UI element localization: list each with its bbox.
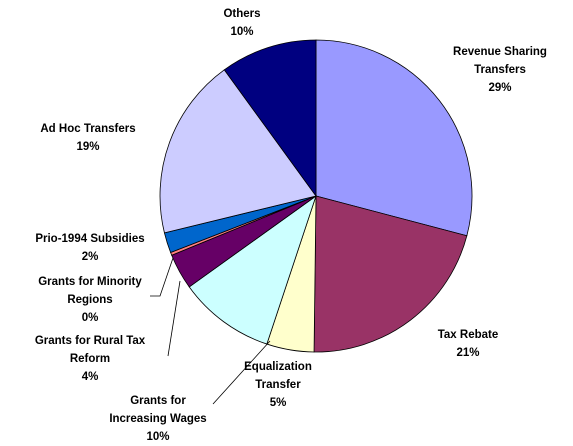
slice-label-4: Grants for Increasing Wages 10% [109,395,206,443]
slice-label-line: Revenue Sharing [453,46,547,58]
slice-percent: 5% [270,397,287,409]
pie-slice-4 [188,194,317,345]
slice-percent: 29% [488,82,511,94]
pie-slice-1 [315,39,473,237]
slice-percent: 10% [146,431,169,443]
slice-label-line: Grants for [130,395,186,407]
leader-line-4 [212,340,271,405]
slice-label-line: Grants for Minority [38,276,142,288]
slice-label-3: Equalization Transfer 5% [244,361,312,409]
slice-label-7: Prio-1994 Subsidies 2% [35,233,144,263]
slice-label-2: Tax Rebate 21% [438,329,499,359]
leader-lines [150,257,271,405]
slice-label-line: Tax Rebate [438,329,499,341]
slice-label-line: Transfers [474,64,526,76]
slice-label-8: Ad Hoc Transfers 19% [40,123,135,153]
slice-label-line: Transfer [255,379,301,391]
slice-label-6: Grants for Minority Regions 0% [38,276,142,324]
leader-line-5 [167,280,181,357]
slice-label-line: Others [223,8,260,20]
slice-percent: 4% [82,371,99,383]
slice-label-1: Revenue Sharing Transfers 29% [453,46,547,94]
slice-label-line: Regions [67,294,112,306]
slice-label-9: Others 10% [223,8,260,38]
pie-slices [159,39,473,353]
slice-label-line: Prio-1994 Subsidies [35,233,144,245]
slice-label-5: Grants for Rural Tax Reform 4% [35,335,146,383]
slice-label-line: Reform [70,353,110,365]
pie-slice-9 [223,39,317,198]
slice-percent: 21% [456,347,479,359]
slice-percent: 10% [230,26,253,38]
slice-label-line: Increasing Wages [109,413,206,425]
slice-percent: 19% [76,141,99,153]
slice-percent: 0% [82,312,99,324]
leader-line-6 [150,257,174,297]
slice-label-line: Equalization [244,361,312,373]
slice-percent: 2% [82,251,99,263]
pie-slice-8 [159,69,317,234]
slice-label-line: Ad Hoc Transfers [40,123,135,135]
pie-slice-2 [313,195,468,353]
slice-label-line: Grants for Rural Tax [35,335,146,347]
slice-labels: Revenue Sharing Transfers 29% Tax Rebate 21%… [35,8,547,443]
